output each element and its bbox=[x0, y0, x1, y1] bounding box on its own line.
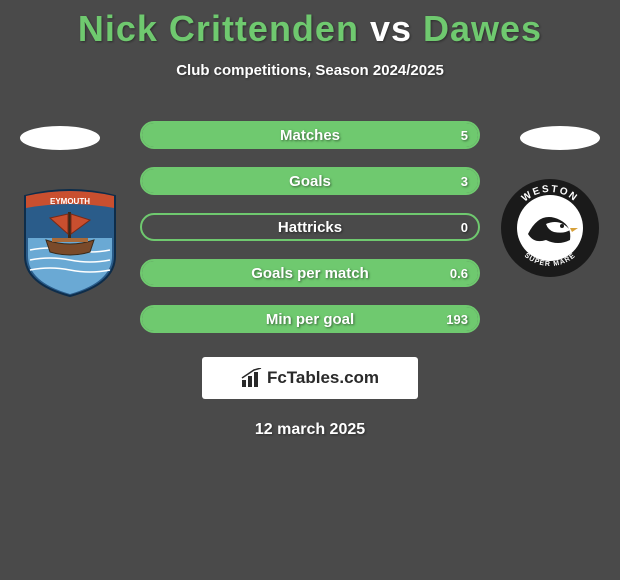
stat-row: Goals 3 bbox=[140, 167, 480, 195]
stat-fill-right bbox=[310, 169, 478, 193]
stat-row: Goals per match 0.6 bbox=[140, 259, 480, 287]
page-title: Nick Crittenden vs Dawes bbox=[0, 0, 620, 50]
stat-value-right: 0.6 bbox=[450, 266, 468, 281]
subtitle: Club competitions, Season 2024/2025 bbox=[0, 62, 620, 79]
stat-label: Goals bbox=[289, 173, 331, 190]
weymouth-badge: EYMOUTH bbox=[20, 178, 120, 298]
stat-value-right: 0 bbox=[461, 220, 468, 235]
badge-banner-text: EYMOUTH bbox=[50, 197, 90, 206]
stat-value-right: 5 bbox=[461, 128, 468, 143]
stat-value-right: 193 bbox=[446, 312, 468, 327]
vs-text: vs bbox=[370, 8, 412, 49]
stat-label: Goals per match bbox=[251, 265, 369, 282]
chart-icon bbox=[241, 368, 263, 388]
player1-name: Nick Crittenden bbox=[78, 8, 359, 49]
player1-shadow-ellipse bbox=[20, 126, 100, 150]
stat-label: Min per goal bbox=[266, 311, 354, 328]
stat-label: Hattricks bbox=[278, 219, 342, 236]
stat-value-right: 3 bbox=[461, 174, 468, 189]
date-text: 12 march 2025 bbox=[0, 421, 620, 439]
stat-label: Matches bbox=[280, 127, 340, 144]
stat-row: Min per goal 193 bbox=[140, 305, 480, 333]
weston-super-mare-badge: WESTON SUPER MARE bbox=[500, 178, 600, 278]
player2-shadow-ellipse bbox=[520, 126, 600, 150]
brand-box[interactable]: FcTables.com bbox=[202, 357, 418, 399]
player2-name: Dawes bbox=[423, 8, 542, 49]
brand-text: FcTables.com bbox=[267, 368, 379, 388]
stat-row: Hattricks 0 bbox=[140, 213, 480, 241]
stat-fill-left bbox=[142, 169, 310, 193]
stat-row: Matches 5 bbox=[140, 121, 480, 149]
